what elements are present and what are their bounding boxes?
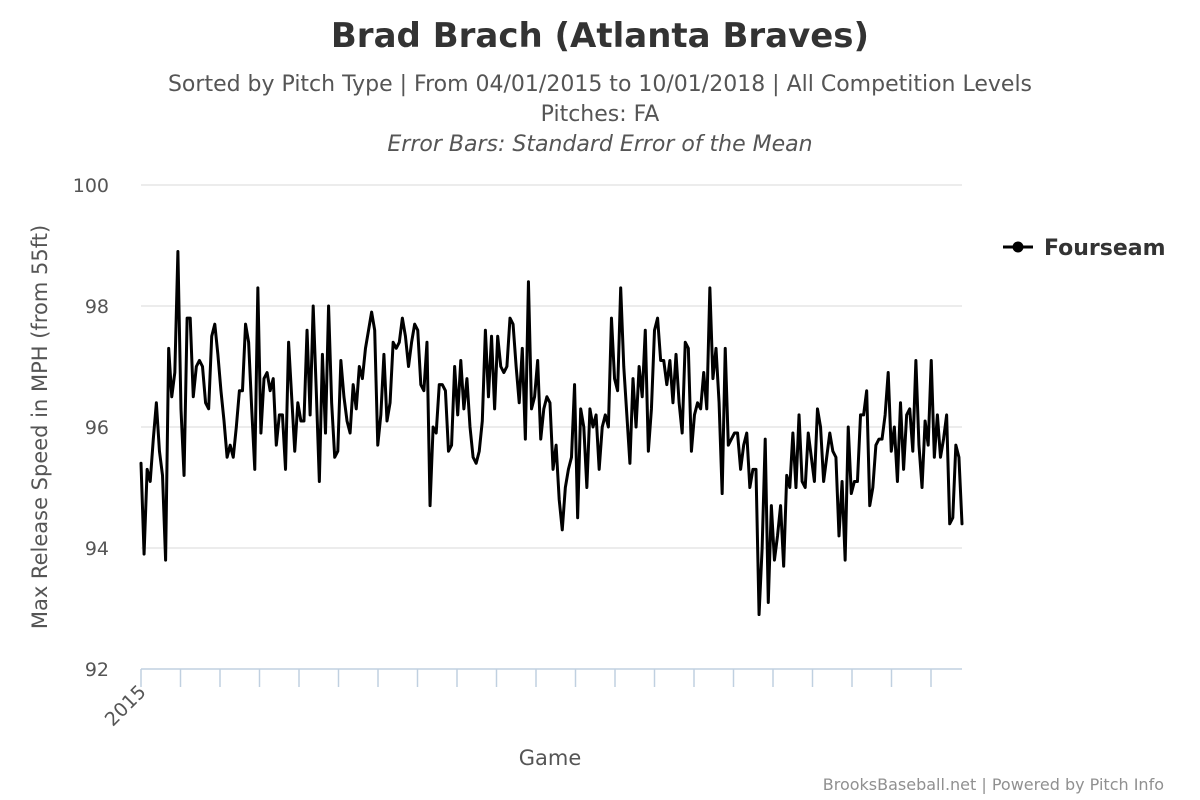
y-axis-tick-labels: 92 94 96 98 100 [73, 175, 109, 681]
y-tick-label-92: 92 [85, 659, 109, 681]
series-line-fourseam[interactable] [139, 250, 964, 617]
x-tick-label: 2015 [101, 681, 151, 731]
legend[interactable]: Fourseam [1003, 236, 1166, 261]
y-tick-label-94: 94 [85, 538, 109, 560]
chart-title: Brad Brach (Atlanta Braves) [331, 16, 869, 56]
chart-subtitle-italic: Error Bars: Standard Error of the Mean [387, 132, 812, 157]
x-axis-title: Game [519, 746, 582, 770]
y-tick-label-96: 96 [85, 417, 109, 439]
legend-item-fourseam[interactable]: Fourseam [1044, 236, 1166, 261]
y-tick-label-98: 98 [85, 296, 109, 318]
series-group [139, 250, 964, 617]
y-tick-label-100: 100 [73, 175, 109, 197]
credits-text[interactable]: BrooksBaseball.net | Powered by Pitch In… [823, 775, 1164, 794]
gridlines [141, 184, 962, 549]
legend-marker [1012, 241, 1024, 253]
chart-subtitle-line-2: Pitches: FA [541, 102, 660, 127]
chart-subtitle-line-1: Sorted by Pitch Type | From 04/01/2015 t… [168, 72, 1032, 97]
y-axis-title: Max Release Speed in MPH (from 55ft) [28, 225, 52, 629]
x-axis: 2015 [101, 668, 962, 731]
